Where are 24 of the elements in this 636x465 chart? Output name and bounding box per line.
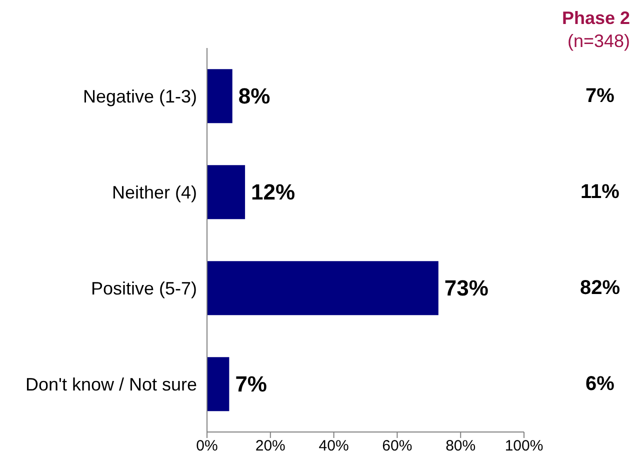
text: 7% [584,84,616,109]
text: 6% [584,372,616,397]
x-tick-label: 60% [382,438,412,455]
data-label: 12% [251,180,296,205]
x-tick-label: 40% [318,438,349,455]
x-tick-label: 0% [196,438,218,455]
x-tick-label: 20% [255,438,286,455]
bar [207,357,230,412]
x-tick-label: 100% [504,438,544,455]
y-tick-label: Don't know / Not sure [25,374,197,394]
data-label: 7% [235,372,267,397]
x-tick-label: 80% [446,438,476,455]
bar [207,165,246,220]
y-tick-label: Neither (4) [112,182,197,202]
y-tick-label: Positive (5-7) [90,278,197,298]
text: (n=348) [567,31,630,52]
data-label: 73% [444,276,488,301]
y-tick-label: Negative (1-3) [82,86,197,106]
bar [207,69,232,124]
text: Phase 2 [562,8,630,29]
text: 11% [580,180,620,205]
bar [207,261,438,316]
text: 82% [578,276,622,301]
data-label: 8% [238,84,270,109]
